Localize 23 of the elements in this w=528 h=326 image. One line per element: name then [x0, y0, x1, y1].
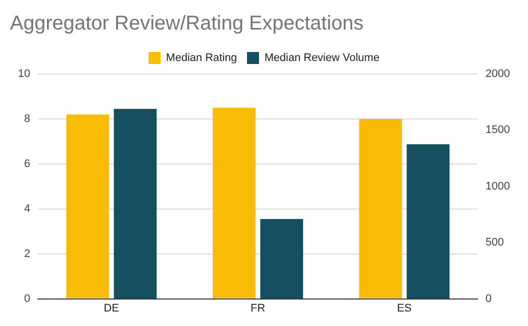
y2-tick-label: 1500: [486, 124, 510, 136]
bar: [212, 108, 256, 298]
bar: [66, 114, 110, 298]
y-tick-label: 8: [24, 112, 30, 125]
y-tick-label: 0: [24, 292, 30, 305]
y2-tick-label: 500: [486, 236, 504, 249]
y2-tick-label: 2000: [486, 68, 510, 80]
x-tick-label: FR: [250, 302, 266, 314]
y2-tick-label: 1000: [486, 180, 510, 192]
bar: [114, 108, 157, 299]
y-tick-label: 10: [18, 68, 30, 80]
y-tick-label: 4: [24, 202, 30, 215]
y2-tick-label: 0: [486, 292, 492, 305]
x-tick-label: DE: [104, 302, 120, 314]
bar: [359, 118, 402, 298]
legend-label: Median Rating: [166, 52, 237, 64]
chart-title: Aggregator Review/Rating Expectations: [10, 12, 364, 35]
bar: [260, 218, 304, 299]
bar: [406, 144, 450, 299]
y-tick-label: 6: [24, 158, 30, 170]
x-tick-label: ES: [396, 302, 412, 314]
legend-label: Median Review Volume: [264, 52, 380, 64]
y-tick-label: 2: [24, 248, 30, 260]
